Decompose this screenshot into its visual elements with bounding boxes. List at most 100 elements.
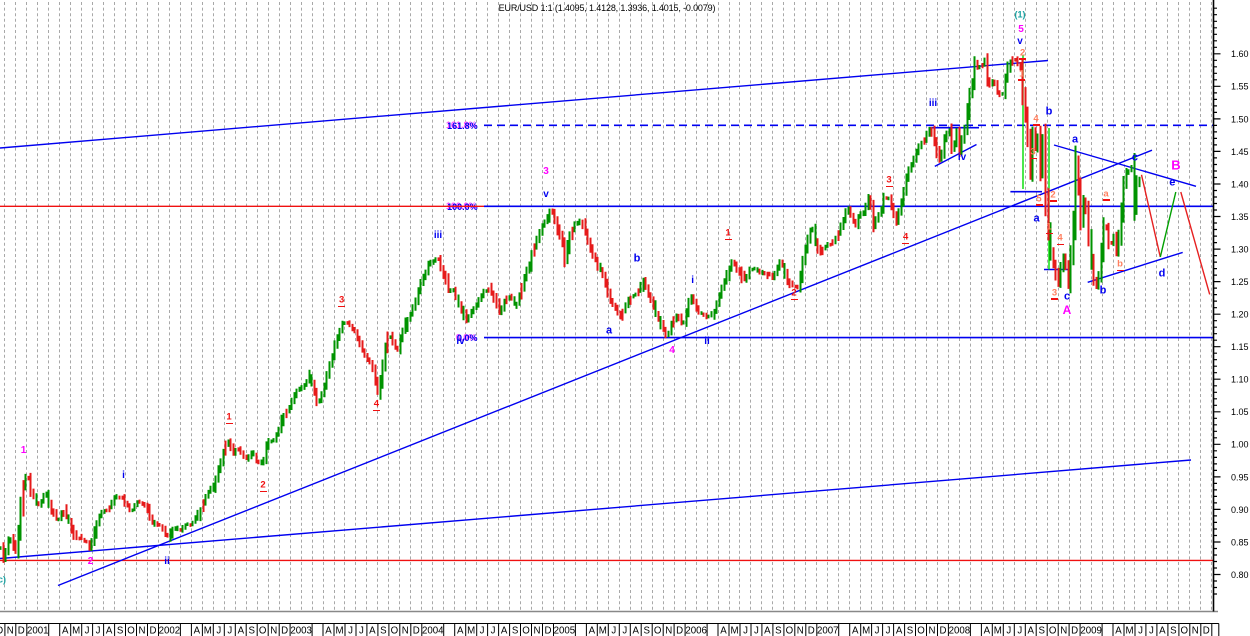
svg-text:J: J <box>491 626 496 636</box>
svg-text:O: O <box>917 626 925 636</box>
svg-text:N: N <box>139 626 146 636</box>
svg-text:A: A <box>1027 626 1034 636</box>
svg-text:A: A <box>589 626 596 636</box>
svg-text:A: A <box>896 626 903 636</box>
svg-text:N: N <box>270 626 277 636</box>
svg-text:M: M <box>1125 626 1133 636</box>
svg-text:S: S <box>907 626 914 636</box>
svg-text:J: J <box>611 626 616 636</box>
svg-text:M: M <box>204 626 212 636</box>
svg-text:M: M <box>335 626 343 636</box>
svg-text:A: A <box>720 626 727 636</box>
svg-text:M: M <box>599 626 607 636</box>
svg-text:0.0%: 0.0% <box>457 333 478 343</box>
svg-text:2001: 2001 <box>27 626 49 636</box>
svg-text:161.8%: 161.8% <box>447 121 478 131</box>
svg-text:O: O <box>1181 626 1189 636</box>
svg-text:N: N <box>534 626 541 636</box>
svg-text:J: J <box>1006 626 1011 636</box>
svg-text:D: D <box>150 626 157 636</box>
svg-text:A: A <box>1159 626 1166 636</box>
svg-text:1.55: 1.55 <box>1231 82 1249 92</box>
svg-text:A: A <box>632 626 639 636</box>
svg-text:J: J <box>622 626 627 636</box>
svg-text:1.00: 1.00 <box>1231 440 1249 450</box>
svg-text:2007: 2007 <box>817 626 839 636</box>
svg-text:N: N <box>402 626 409 636</box>
svg-text:2006: 2006 <box>685 626 707 636</box>
svg-text:D: D <box>413 626 420 636</box>
svg-text:S: S <box>248 626 255 636</box>
svg-text:O: O <box>654 626 662 636</box>
svg-text:O: O <box>1049 626 1057 636</box>
svg-text:O: O <box>522 626 530 636</box>
svg-text:J: J <box>1017 626 1022 636</box>
svg-text:A: A <box>852 626 859 636</box>
svg-text:A: A <box>984 626 991 636</box>
svg-text:1.60: 1.60 <box>1231 49 1249 59</box>
svg-text:O: O <box>391 626 399 636</box>
svg-text:J: J <box>1149 626 1154 636</box>
svg-text:N: N <box>665 626 672 636</box>
svg-text:A: A <box>764 626 771 636</box>
svg-text:J: J <box>480 626 485 636</box>
svg-text:161.8%: 161.8% <box>446 120 477 130</box>
svg-text:N: N <box>7 626 14 636</box>
svg-text:M: M <box>862 626 870 636</box>
svg-text:S: S <box>775 626 782 636</box>
svg-text:J: J <box>85 626 90 636</box>
svg-text:2009: 2009 <box>1080 626 1102 636</box>
svg-text:A: A <box>501 626 508 636</box>
svg-text:D: D <box>545 626 552 636</box>
svg-text:2004: 2004 <box>422 626 444 636</box>
svg-text:S: S <box>1170 626 1177 636</box>
svg-text:A: A <box>325 626 332 636</box>
svg-text:S: S <box>117 626 124 636</box>
svg-text:2003: 2003 <box>290 626 312 636</box>
svg-text:D: D <box>281 626 288 636</box>
svg-text:J: J <box>96 626 101 636</box>
svg-text:O: O <box>0 626 4 636</box>
svg-text:J: J <box>227 626 232 636</box>
svg-text:A: A <box>369 626 376 636</box>
svg-text:S: S <box>643 626 650 636</box>
svg-text:1.45: 1.45 <box>1231 147 1249 157</box>
svg-text:J: J <box>875 626 880 636</box>
svg-text:2005: 2005 <box>554 626 576 636</box>
svg-text:S: S <box>1038 626 1045 636</box>
svg-text:M: M <box>994 626 1002 636</box>
svg-text:2002: 2002 <box>159 626 181 636</box>
svg-text:J: J <box>348 626 353 636</box>
svg-text:A: A <box>238 626 245 636</box>
svg-text:M: M <box>730 626 738 636</box>
svg-text:J: J <box>359 626 364 636</box>
svg-text:0.85: 0.85 <box>1231 537 1249 547</box>
svg-text:D: D <box>1071 626 1078 636</box>
svg-text:J: J <box>754 626 759 636</box>
svg-text:M: M <box>467 626 475 636</box>
svg-text:1.50: 1.50 <box>1231 114 1249 124</box>
svg-text:1.25: 1.25 <box>1231 277 1249 287</box>
svg-text:2008: 2008 <box>949 626 971 636</box>
svg-text:J: J <box>216 626 221 636</box>
svg-text:0.95: 0.95 <box>1231 472 1249 482</box>
svg-text:D: D <box>1203 626 1210 636</box>
svg-text:A: A <box>194 626 201 636</box>
svg-text:1.15: 1.15 <box>1231 342 1249 352</box>
svg-text:O: O <box>127 626 135 636</box>
svg-text:1.35: 1.35 <box>1231 212 1249 222</box>
svg-text:N: N <box>1060 626 1067 636</box>
svg-text:N: N <box>797 626 804 636</box>
svg-text:M: M <box>72 626 80 636</box>
svg-text:A: A <box>62 626 69 636</box>
svg-text:N: N <box>929 626 936 636</box>
svg-text:J: J <box>1138 626 1143 636</box>
svg-text:O: O <box>786 626 794 636</box>
svg-text:1.10: 1.10 <box>1231 375 1249 385</box>
svg-text:S: S <box>512 626 519 636</box>
svg-text:A: A <box>1115 626 1122 636</box>
svg-text:J: J <box>743 626 748 636</box>
svg-text:O: O <box>259 626 267 636</box>
svg-text:0.90: 0.90 <box>1231 505 1249 515</box>
svg-text:S: S <box>380 626 387 636</box>
